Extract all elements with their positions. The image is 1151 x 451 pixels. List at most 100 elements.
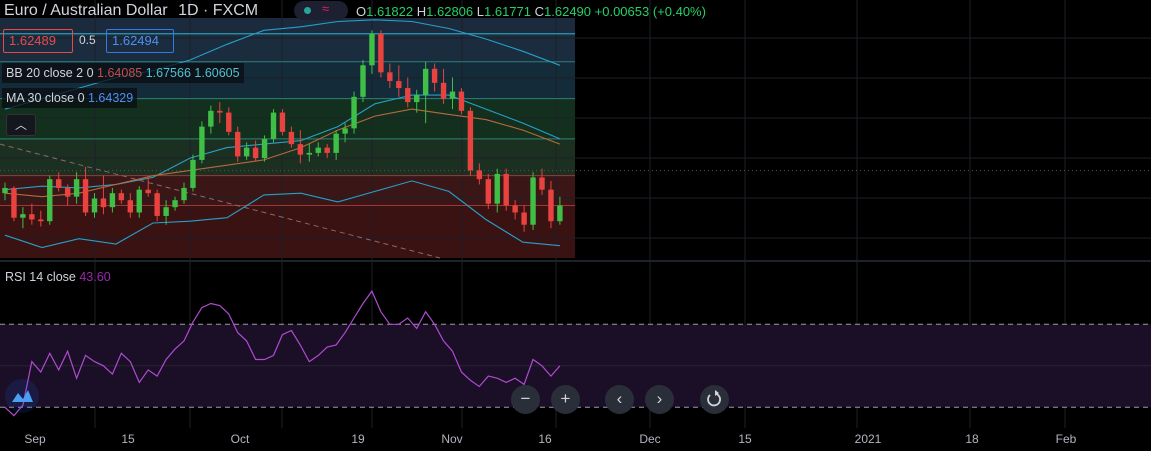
x-tick-label: Dec: [639, 432, 661, 446]
market-status-pill[interactable]: ≈: [294, 1, 348, 20]
candle-body: [2, 187, 8, 194]
candle-body: [494, 173, 500, 204]
x-tick-label: 15: [738, 432, 752, 446]
high-value: 1.62806: [426, 4, 474, 19]
candle-body: [136, 189, 142, 213]
low-value: 1.61771: [484, 4, 531, 19]
ohlc-readout: O1.61822 H1.62806 L1.61771 C1.62490 +0.0…: [356, 4, 706, 19]
x-tick-label: 18: [965, 432, 979, 446]
candle-body: [100, 198, 107, 208]
candle-body: [235, 131, 241, 157]
x-tick-label: Sep: [24, 432, 46, 446]
rsi-value: 43.60: [79, 270, 111, 284]
bb-upper-value: 1.67566: [145, 66, 191, 80]
candle-body: [270, 112, 277, 139]
collapse-legend-button[interactable]: ︿: [6, 114, 36, 136]
rsi-line: [4, 289, 561, 417]
zone-band: [0, 205, 575, 258]
candle-body: [199, 126, 205, 160]
tradingview-logo-icon[interactable]: [5, 379, 39, 413]
dot-separator: ·: [203, 2, 209, 19]
candle-body: [154, 193, 160, 216]
candle-body: [422, 68, 429, 96]
candle-body: [163, 207, 169, 216]
candle-body: [360, 65, 366, 97]
candle-body: [47, 179, 53, 222]
bb-basis-line: [4, 94, 561, 191]
candle-body: [261, 138, 268, 159]
interval-label[interactable]: 1D: [178, 2, 199, 19]
reset-icon: [707, 390, 721, 407]
low-label: L: [476, 4, 484, 19]
candle-body: [306, 152, 312, 155]
zoom-in-button[interactable]: +: [551, 385, 580, 414]
candle-body: [11, 187, 17, 218]
bb-basis-value: 1.64085: [97, 66, 143, 80]
exchange-label: FXCM: [212, 2, 259, 19]
candle-body: [351, 96, 357, 129]
candle-body: [118, 193, 125, 201]
high-label: H: [416, 4, 427, 19]
pane-separator: [0, 260, 1151, 262]
candle-body: [217, 110, 223, 113]
ma-legend[interactable]: MA 30 close 0 1.64329: [2, 88, 138, 108]
buy-price-button[interactable]: 1.62494: [106, 29, 174, 53]
spread-value: 0.5: [79, 33, 96, 47]
zone-top: [0, 18, 575, 34]
candle-body: [539, 177, 545, 190]
zoom-out-button[interactable]: −: [511, 385, 540, 414]
candle-body: [458, 91, 465, 111]
candle-body: [485, 179, 491, 204]
candle-body: [91, 198, 98, 213]
ma-value: 1.64329: [88, 91, 134, 105]
ma30-line: [4, 108, 561, 198]
candle-body: [503, 173, 509, 206]
candle-body: [29, 214, 35, 220]
open-value: 1.61822: [366, 4, 414, 19]
candle-body: [109, 193, 116, 208]
trendline-dashed: [0, 143, 441, 259]
rsi-legend[interactable]: RSI 14 close 43.60: [5, 270, 111, 284]
symbol-title[interactable]: Euro / Australian Dollar 1D · FXCM: [4, 2, 258, 20]
x-tick-label: Nov: [441, 432, 463, 446]
candle-body: [279, 112, 286, 132]
candle-body: [208, 110, 214, 127]
candle-body: [73, 179, 80, 197]
candle-body: [521, 212, 527, 225]
ma-label: MA 30 close 0: [6, 91, 85, 105]
symbol-name: Euro / Australian Dollar: [4, 2, 168, 19]
bb-lower-line: [4, 180, 560, 249]
candle-body: [64, 187, 71, 197]
x-tick-label: 2021: [854, 432, 882, 446]
bb-legend[interactable]: BB 20 close 2 0 1.64085 1.67566 1.60605: [2, 63, 244, 83]
candle-body: [369, 33, 375, 66]
candle-body: [440, 82, 447, 99]
candle-body: [548, 189, 554, 222]
candle-body: [145, 189, 151, 194]
candle-body: [226, 112, 232, 132]
close-value: 1.62490: [544, 4, 592, 19]
candle-body: [243, 147, 250, 157]
candle-body: [449, 91, 456, 99]
close-label: C: [534, 4, 545, 19]
change-value: +0.00653 (+0.40%): [594, 4, 706, 19]
candle-body: [252, 147, 259, 159]
x-tick-label: 15: [121, 432, 135, 446]
rsi-label: RSI 14 close: [5, 270, 76, 284]
x-tick-label: Feb: [1055, 432, 1077, 446]
scroll-right-button[interactable]: ›: [645, 385, 674, 414]
candle-body: [378, 33, 384, 73]
candle-body: [324, 147, 330, 153]
x-tick-label: 16: [538, 432, 552, 446]
sell-price-button[interactable]: 1.62489: [3, 29, 73, 53]
candle-body: [181, 187, 187, 201]
candle-body: [190, 159, 196, 188]
reset-chart-button[interactable]: [700, 385, 729, 414]
scroll-left-button[interactable]: ‹: [605, 385, 634, 414]
candle-body: [396, 81, 402, 89]
candle-body: [297, 144, 304, 155]
bb-label: BB 20 close 2 0: [6, 66, 94, 80]
candle-body: [288, 131, 295, 145]
candle-body: [342, 128, 348, 134]
candle-body: [405, 88, 411, 103]
